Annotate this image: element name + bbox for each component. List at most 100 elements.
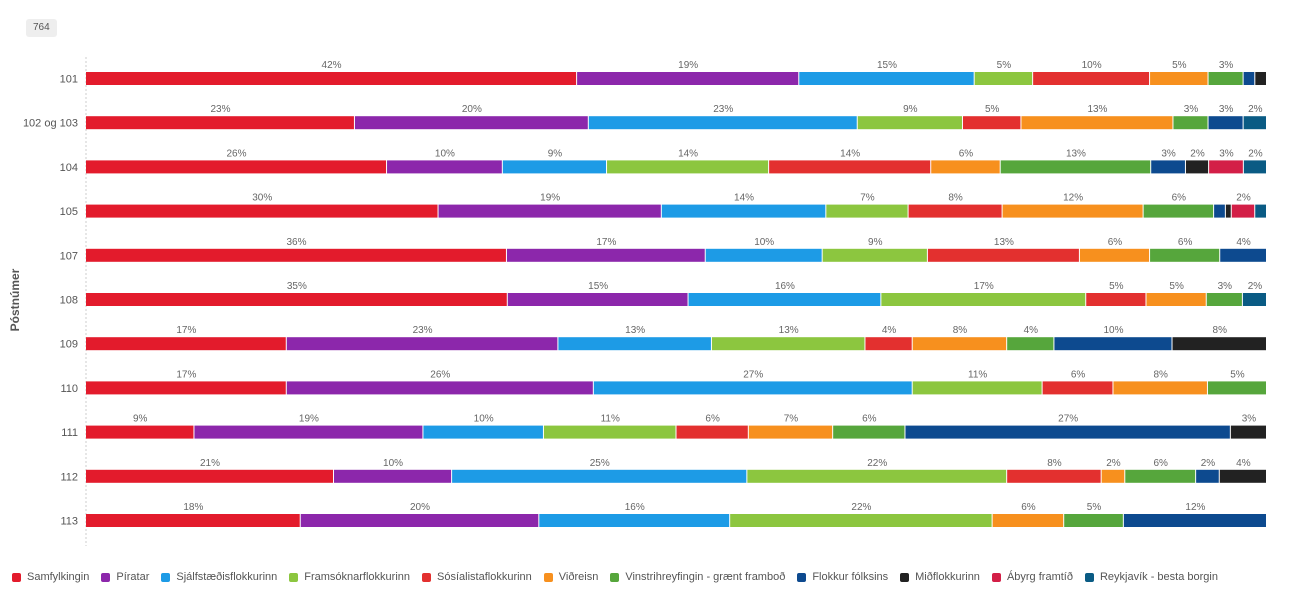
bar-segment <box>833 425 905 439</box>
legend-item[interactable]: Sjálfstæðisflokkurinn <box>161 571 277 583</box>
data-label: 17% <box>974 281 994 292</box>
bar-segment <box>1231 204 1255 218</box>
data-label: 9% <box>548 148 563 159</box>
bar-segment <box>86 514 300 527</box>
bar-segment <box>607 160 769 174</box>
id-badge: 764 <box>26 19 57 37</box>
bar-segment <box>908 204 1002 218</box>
bar-segment <box>1172 337 1266 351</box>
y-tick-label: 104 <box>60 162 78 174</box>
data-label: 5% <box>997 60 1012 71</box>
bar-segment <box>1243 116 1266 130</box>
bar-segment <box>86 204 438 218</box>
legend-swatch <box>422 572 432 582</box>
bar-segment <box>1125 469 1196 483</box>
data-label: 8% <box>1047 458 1062 469</box>
data-label: 13% <box>994 237 1014 248</box>
data-label: 30% <box>252 193 272 204</box>
legend-swatch <box>900 572 910 582</box>
data-label: 16% <box>625 502 645 513</box>
data-label: 13% <box>1087 104 1107 115</box>
bar-segment <box>86 469 334 483</box>
bar-segment <box>905 425 1230 439</box>
legend-item[interactable]: Flokkur fólksins <box>797 571 888 583</box>
y-tick-label: 109 <box>60 339 78 351</box>
legend-item[interactable]: Miðflokkurinn <box>900 571 980 583</box>
data-label: 12% <box>1185 502 1205 513</box>
bar-segment <box>506 248 705 262</box>
bar-segment <box>865 337 912 351</box>
y-tick-label: 111 <box>61 427 78 439</box>
bar-segment <box>1214 204 1225 218</box>
bar-segment <box>769 160 931 174</box>
bar-segment <box>1033 72 1150 85</box>
data-label: 2% <box>1201 458 1216 469</box>
legend-item[interactable]: Ábyrg framtíð <box>991 571 1073 583</box>
bar-segment <box>1255 72 1266 85</box>
bar-segment <box>86 425 194 439</box>
legend-swatch <box>797 572 807 582</box>
bar-segment <box>1123 514 1266 527</box>
data-label: 14% <box>678 148 698 159</box>
bar-segment <box>286 381 593 395</box>
bar-segment <box>86 116 354 130</box>
data-label: 5% <box>1169 281 1184 292</box>
bar-segment <box>86 72 577 85</box>
bar-segment <box>1209 160 1243 174</box>
data-label: 10% <box>383 458 403 469</box>
bar-segment <box>1113 381 1207 395</box>
data-label: 10% <box>1082 60 1102 71</box>
bar-segment <box>1243 160 1266 174</box>
legend-item[interactable]: Framsóknarflokkurinn <box>289 571 410 583</box>
bar-segment <box>1196 469 1219 483</box>
data-label: 7% <box>784 414 799 425</box>
bar-segment <box>661 204 826 218</box>
y-tick-label: 108 <box>60 295 78 307</box>
bar-segment <box>748 425 833 439</box>
data-label: 27% <box>1058 414 1078 425</box>
bar-segment <box>1042 381 1113 395</box>
data-label: 16% <box>775 281 795 292</box>
bar-segment <box>86 160 387 174</box>
data-label: 13% <box>1066 148 1086 159</box>
bar-segment <box>1220 248 1266 262</box>
data-label: 35% <box>287 281 307 292</box>
legend-label: Píratar <box>116 571 150 583</box>
bar-segment <box>1255 204 1266 218</box>
legend-item[interactable]: Samfylkingin <box>12 571 89 583</box>
bar-segment <box>1021 116 1173 130</box>
legend-item[interactable]: Viðreisn <box>543 571 599 583</box>
legend-swatch <box>610 572 620 582</box>
data-label: 6% <box>1071 369 1086 380</box>
data-label: 22% <box>851 502 871 513</box>
legend-item[interactable]: Sósíalistaflokkurinn <box>422 571 532 583</box>
bar-segment <box>730 514 992 527</box>
legend-swatch <box>543 572 553 582</box>
data-label: 17% <box>176 369 196 380</box>
data-label: 19% <box>299 414 319 425</box>
data-label: 8% <box>1153 369 1168 380</box>
legend-label: Samfylkingin <box>27 571 90 583</box>
legend-item[interactable]: Píratar <box>101 571 149 583</box>
legend-label: Viðreisn <box>558 571 599 583</box>
data-label: 8% <box>953 325 968 336</box>
bar-segment <box>334 469 452 483</box>
data-label: 2% <box>1236 193 1251 204</box>
bar-segment <box>962 116 1021 130</box>
legend-item[interactable]: Vinstrihreyfingin - grænt framboð <box>610 571 785 583</box>
data-label: 3% <box>1184 104 1199 115</box>
bar-segment <box>711 337 865 351</box>
data-label: 17% <box>176 325 196 336</box>
bar-segment <box>593 381 912 395</box>
bar-segment <box>438 204 661 218</box>
y-tick-label: 102 og 103 <box>23 118 78 130</box>
bar-segment <box>1151 160 1185 174</box>
data-label: 10% <box>754 237 774 248</box>
bar-segment <box>1146 293 1206 306</box>
legend-label: Miðflokkurinn <box>915 571 980 583</box>
bar-segment <box>577 72 799 85</box>
legend-item[interactable]: Reykjavík - besta borgin <box>1084 571 1218 583</box>
data-label: 3% <box>1219 60 1234 71</box>
bar-segment <box>1007 469 1101 483</box>
data-label: 13% <box>779 325 799 336</box>
